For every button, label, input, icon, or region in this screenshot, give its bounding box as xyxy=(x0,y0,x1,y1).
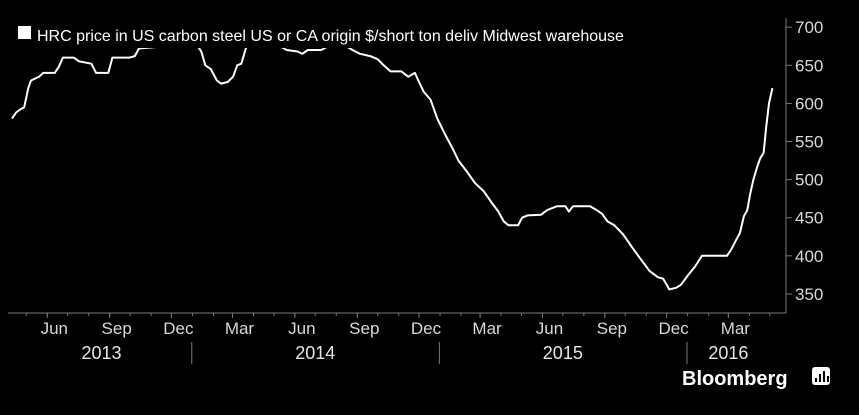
x-tick-label: Jun xyxy=(41,319,68,338)
y-tick-label: 700 xyxy=(795,18,823,37)
x-tick-label: Dec xyxy=(163,319,194,338)
bloomberg-logo: Bloomberg xyxy=(682,367,830,390)
y-tick-label: 650 xyxy=(795,56,823,75)
bar-chart-icon xyxy=(812,367,830,385)
legend-background xyxy=(12,21,730,48)
y-tick-label: 350 xyxy=(795,285,823,304)
y-tick-label: 450 xyxy=(795,209,823,228)
series-group xyxy=(11,33,774,291)
y-tick-label: 600 xyxy=(795,94,823,113)
series-line xyxy=(11,33,774,291)
y-tick-label: 400 xyxy=(795,247,823,266)
x-tick-label: Dec xyxy=(658,319,689,338)
x-tick-label: Dec xyxy=(411,319,442,338)
x-year-label: 2016 xyxy=(708,343,748,363)
x-tick-label: Sep xyxy=(597,319,627,338)
y-axis: 350 400 450 500 550 600 650 700 xyxy=(786,18,823,304)
x-tick-label: Mar xyxy=(225,319,255,338)
y-tick-label: 550 xyxy=(795,132,823,151)
legend-label: HRC price in US carbon steel US or CA or… xyxy=(37,28,624,45)
brand-name: Bloomberg xyxy=(682,368,788,390)
x-tick-label: Jun xyxy=(288,319,315,338)
x-tick-label: Mar xyxy=(472,319,502,338)
x-axis: Jun Sep Dec Mar Jun Sep Dec Mar Jun Sep Dec Mar 2013… xyxy=(25,313,771,364)
x-year-label: 2015 xyxy=(543,343,583,363)
x-year-label: 2013 xyxy=(82,343,122,363)
legend-swatch xyxy=(18,26,31,39)
x-year-label: 2014 xyxy=(295,343,335,363)
x-tick-label: Jun xyxy=(536,319,563,338)
y-tick-label: 500 xyxy=(795,171,823,190)
x-tick-label: Sep xyxy=(102,319,132,338)
x-tick-label: Sep xyxy=(349,319,379,338)
x-tick-label: Mar xyxy=(721,319,751,338)
legend: HRC price in US carbon steel US or CA or… xyxy=(12,21,730,48)
